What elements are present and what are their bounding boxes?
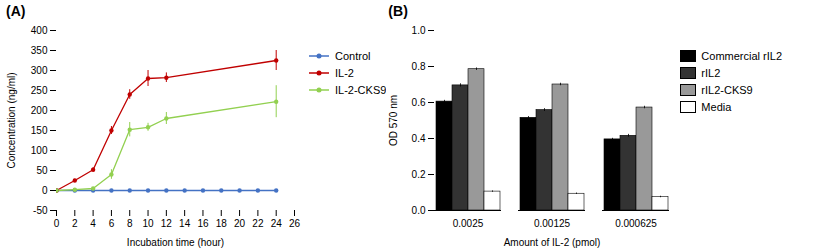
svg-text:20: 20 <box>234 218 246 229</box>
svg-text:Concentration (ng/ml): Concentration (ng/ml) <box>6 72 17 168</box>
html-text:(A): (A) <box>6 3 26 19</box>
svg-text:16: 16 <box>197 218 209 229</box>
html-text:(B): (B) <box>388 3 408 19</box>
svg-text:0.8: 0.8 <box>412 61 426 72</box>
svg-text:150: 150 <box>31 125 48 136</box>
svg-text:0.0025: 0.0025 <box>453 218 484 229</box>
svg-text:26: 26 <box>289 218 301 229</box>
svg-text:0.4: 0.4 <box>412 133 426 144</box>
html-text:rIL2-CKS9: rIL2-CKS9 <box>701 84 753 96</box>
svg-text:22: 22 <box>252 218 264 229</box>
svg-text:Amount of IL-2 (pmol): Amount of IL-2 (pmol) <box>504 237 601 248</box>
svg-text:100: 100 <box>31 145 48 156</box>
svg-text:0.6: 0.6 <box>412 97 426 108</box>
svg-text:50: 50 <box>36 165 48 176</box>
svg-text:8: 8 <box>127 218 133 229</box>
svg-text:14: 14 <box>179 218 191 229</box>
svg-text:18: 18 <box>216 218 228 229</box>
svg-text:0: 0 <box>42 185 48 196</box>
svg-text:0.000625: 0.000625 <box>616 218 658 229</box>
svg-text:0.2: 0.2 <box>412 169 426 180</box>
svg-text:200: 200 <box>31 105 48 116</box>
svg-text:12: 12 <box>161 218 173 229</box>
svg-text:-50: -50 <box>33 205 48 216</box>
svg-text:0.0: 0.0 <box>412 205 426 216</box>
svg-text:0.00125: 0.00125 <box>534 218 571 229</box>
svg-text:400: 400 <box>31 25 48 36</box>
svg-text:10: 10 <box>142 218 154 229</box>
svg-text:300: 300 <box>31 65 48 76</box>
html-text:IL-2: IL-2 <box>335 67 354 79</box>
svg-text:2: 2 <box>72 218 78 229</box>
html-text:rIL2: rIL2 <box>701 67 721 79</box>
svg-text:0: 0 <box>54 218 60 229</box>
html-text:Media: Media <box>701 101 732 113</box>
svg-text:OD 570 nm: OD 570 nm <box>388 95 399 146</box>
html-text:Control: Control <box>335 50 371 62</box>
svg-text:250: 250 <box>31 85 48 96</box>
svg-text:4: 4 <box>90 218 96 229</box>
svg-text:6: 6 <box>109 218 115 229</box>
svg-text:24: 24 <box>271 218 283 229</box>
svg-text:350: 350 <box>31 45 48 56</box>
html-text:Commercial rIL2: Commercial rIL2 <box>701 50 782 62</box>
html-text:IL-2-CKS9: IL-2-CKS9 <box>335 84 387 96</box>
svg-text:1.0: 1.0 <box>412 25 426 36</box>
svg-text:Incubation time (hour): Incubation time (hour) <box>127 237 224 248</box>
